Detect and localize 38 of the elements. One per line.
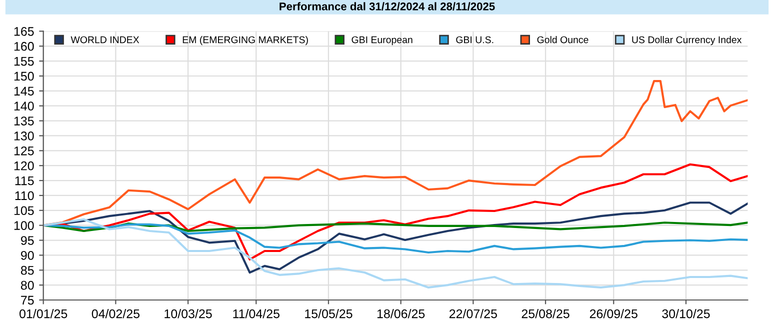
legend-label: GBI European (352, 36, 412, 46)
x-tick-label: 04/02/25 (92, 309, 140, 318)
x-tick-label: 22/07/25 (449, 309, 497, 318)
y-tick-label: 125 (14, 146, 34, 156)
y-tick-label: 115 (15, 176, 34, 186)
y-tick-label: 145 (14, 86, 34, 96)
legend-label: Gold Ounce (537, 36, 588, 44)
y-tick-label: 75 (21, 296, 34, 305)
y-tick-label: 110 (15, 191, 34, 200)
x-tick-label: 11/04/25 (233, 309, 280, 318)
y-tick-label: 120 (14, 161, 34, 170)
x-tick-label: 15/05/25 (305, 309, 352, 318)
legend-label: GBI U.S. (456, 36, 494, 44)
y-tick-label: 80 (20, 280, 34, 290)
x-tick-label: 18/06/25 (377, 309, 425, 318)
y-tick-label: 155 (14, 56, 34, 66)
y-tick-label: 100 (14, 221, 34, 230)
legend-label: EM (EMERGING MARKETS) (182, 36, 308, 46)
line-series (43, 223, 748, 254)
y-tick-label: 160 (14, 42, 34, 51)
y-tick-label: 95 (21, 236, 34, 245)
y-tick-label: 165 (14, 27, 34, 36)
line-series (43, 218, 748, 288)
y-tick-label: 130 (14, 132, 34, 140)
y-tick-label: 105 (14, 206, 34, 216)
y-tick-label: 85 (20, 266, 34, 275)
x-tick-label: 26/09/25 (590, 309, 638, 318)
x-tick-label: 01/01/25 (20, 309, 68, 318)
y-tick-label: 135 (14, 116, 34, 126)
y-tick-label: 90 (21, 251, 34, 260)
x-tick-label: 10/03/25 (164, 309, 212, 318)
y-tick-label: 150 (14, 72, 34, 81)
legend-label: WORLD INDEX (70, 36, 140, 44)
chart-title: Performance dal 31/12/2024 al 28/11/2025 (280, 2, 495, 10)
x-tick-label: 25/08/25 (522, 309, 570, 318)
legend-label: US Dollar Currency Index (632, 36, 742, 46)
x-tick-label: 30/10/25 (662, 309, 710, 318)
y-tick-label: 140 (14, 102, 34, 111)
